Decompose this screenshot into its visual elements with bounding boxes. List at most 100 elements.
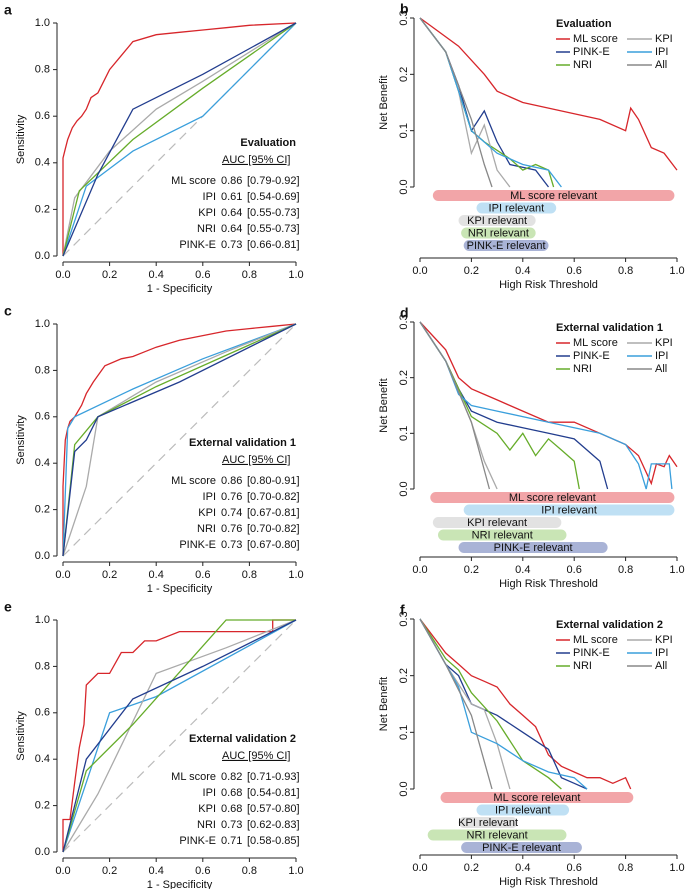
series-line (62, 22, 297, 256)
relevance-bar (432, 517, 562, 528)
y-tick-label: 0.0 (398, 481, 410, 496)
series-line (419, 321, 580, 490)
y-tick-label: 0.6 (35, 110, 50, 122)
series-line (62, 619, 296, 852)
x-tick-label: 0.4 (149, 865, 164, 877)
legend-label: ML score (573, 634, 618, 646)
relevance-bar (461, 227, 536, 239)
x-tick-label: 0.0 (55, 269, 70, 281)
auc-name: IPI (203, 191, 216, 203)
x-tick-label: 0.2 (102, 569, 117, 581)
relevance-label: NRI relevant (467, 829, 528, 841)
panel-label: e (4, 599, 12, 615)
y-tick-label: 0.2 (398, 668, 410, 683)
relevance-label: KPI relevant (467, 517, 527, 529)
relevance-bar (427, 829, 567, 841)
y-axis-label: Sensitivity (15, 711, 27, 761)
legend-title: Evaluation (556, 18, 612, 30)
auc-value: 0.64 (221, 223, 242, 235)
series-line (419, 618, 588, 790)
legend-title: Evaluation (240, 137, 296, 149)
y-tick-label: 0.3 (398, 10, 410, 25)
y-tick-label: 0.0 (35, 250, 50, 262)
auc-value: 0.64 (221, 207, 242, 219)
auc-header: AUC [95% CI] (222, 154, 290, 166)
auc-ci: [0.71-0.93] (247, 771, 300, 783)
legend-label: IPI (655, 350, 668, 362)
relevance-label: ML score relevant (510, 190, 597, 202)
series-line (419, 17, 493, 188)
auc-value: 0.74 (221, 507, 242, 519)
legend-label: KPI (655, 337, 673, 349)
x-tick-label: 0.4 (515, 862, 530, 874)
legend-label: All (655, 363, 667, 375)
x-tick-label: 0.6 (567, 265, 582, 277)
y-axis-label: Sensitivity (15, 415, 27, 465)
x-tick-label: 0.2 (464, 265, 479, 277)
x-tick-label: 0.8 (618, 265, 633, 277)
relevance-bar (476, 804, 570, 816)
x-tick-label: 1.0 (288, 865, 303, 877)
auc-value: 0.73 (221, 819, 242, 831)
legend-title: External validation 2 (556, 619, 663, 631)
x-tick-label: 0.8 (242, 269, 257, 281)
auc-ci: [0.62-0.83] (247, 819, 300, 831)
x-axis-label: High Risk Threshold (499, 876, 598, 888)
auc-ci: [0.67-0.81] (247, 507, 300, 519)
y-tick-label: 0.1 (398, 123, 410, 138)
auc-name: KPI (198, 507, 216, 519)
relevance-label: NRI relevant (472, 529, 533, 541)
y-tick-label: 0.2 (398, 67, 410, 82)
relevance-label: IPI relevant (541, 504, 597, 516)
relevance-bar (437, 529, 567, 541)
auc-value: 0.68 (221, 787, 242, 799)
auc-value: 0.71 (221, 835, 242, 847)
auc-value: 0.76 (221, 523, 242, 535)
y-axis-label: Net Benefit (378, 378, 390, 432)
x-tick-label: 0.6 (567, 862, 582, 874)
relevance-label: KPI relevant (458, 817, 518, 829)
auc-value: 0.68 (221, 803, 242, 815)
auc-ci: [0.70-0.82] (247, 523, 300, 535)
y-tick-label: 0.4 (35, 157, 50, 169)
y-tick-label: 0.8 (35, 64, 50, 76)
relevance-label: IPI relevant (495, 804, 551, 816)
legend-label: ML score (573, 337, 618, 349)
auc-header: AUC [95% CI] (222, 750, 290, 762)
x-tick-label: 0.2 (102, 865, 117, 877)
legend-label: PINK-E (573, 647, 610, 659)
series-line (419, 618, 493, 790)
x-tick-label: 0.4 (515, 564, 530, 576)
legend-label: PINK-E (573, 350, 610, 362)
relevance-bar (458, 817, 518, 828)
y-tick-label: 1.0 (35, 614, 50, 626)
series-line (62, 22, 297, 257)
y-tick-label: 0.2 (35, 203, 50, 215)
relevance-label: PINK-E relevant (494, 542, 573, 554)
auc-name: ML score (171, 475, 216, 487)
legend-label: NRI (573, 363, 592, 375)
x-axis-label: 1 - Specificity (147, 283, 213, 295)
auc-ci: [0.79-0.92] (247, 175, 300, 187)
legend-label: KPI (655, 33, 673, 45)
x-tick-label: 1.0 (288, 269, 303, 281)
y-tick-label: 0.2 (398, 370, 410, 385)
x-tick-label: 0.2 (464, 862, 479, 874)
legend-label: All (655, 660, 667, 672)
relevance-bar (440, 792, 634, 803)
y-tick-label: 0.6 (35, 707, 50, 719)
y-tick-label: 0.0 (398, 781, 410, 796)
series-line (419, 618, 562, 790)
y-tick-label: 0.4 (35, 753, 50, 765)
x-tick-label: 0.0 (55, 569, 70, 581)
relevance-label: PINK-E relevant (467, 240, 546, 252)
legend-label: All (655, 59, 667, 71)
panel-label: f (400, 602, 405, 618)
series-line (62, 619, 296, 853)
relevance-bar (458, 542, 608, 553)
y-tick-label: 0.0 (398, 179, 410, 194)
reference-line (62, 619, 297, 853)
series-line (62, 323, 297, 557)
relevance-bar (458, 215, 536, 226)
